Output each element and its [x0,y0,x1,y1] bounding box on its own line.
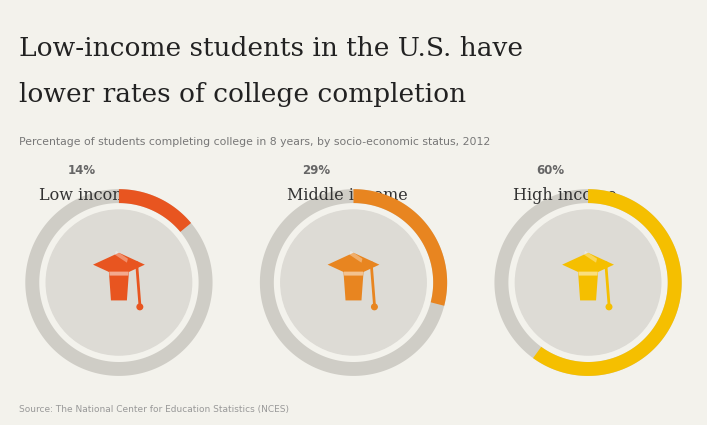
Circle shape [515,210,661,355]
Polygon shape [562,253,614,277]
Circle shape [606,304,612,310]
Text: 60%: 60% [537,164,565,177]
Text: High income: High income [513,187,617,204]
Circle shape [372,304,378,310]
Text: Middle income: Middle income [287,187,408,204]
Text: 29%: 29% [302,164,330,177]
Polygon shape [260,189,447,376]
Text: lower rates of college completion: lower rates of college completion [19,82,467,107]
Polygon shape [25,189,213,376]
Polygon shape [578,272,598,275]
Polygon shape [343,266,364,300]
Polygon shape [533,189,682,376]
Text: Low income: Low income [40,187,137,204]
Polygon shape [344,272,363,275]
Polygon shape [354,189,447,306]
Text: 14%: 14% [67,164,95,177]
Text: Percentage of students completing college in 8 years, by socio-economic status, : Percentage of students completing colleg… [19,138,491,147]
Text: Source: The National Center for Education Statistics (NCES): Source: The National Center for Educatio… [19,405,289,414]
Polygon shape [494,189,682,376]
Polygon shape [115,251,128,263]
Polygon shape [119,189,191,232]
Polygon shape [578,266,599,300]
Polygon shape [109,272,129,275]
Polygon shape [327,253,380,277]
Circle shape [137,304,143,310]
Circle shape [46,210,192,355]
Text: Low-income students in the U.S. have: Low-income students in the U.S. have [19,36,523,61]
Circle shape [281,210,426,355]
Polygon shape [349,251,363,263]
Polygon shape [584,251,597,263]
Polygon shape [93,253,145,277]
Polygon shape [108,266,129,300]
